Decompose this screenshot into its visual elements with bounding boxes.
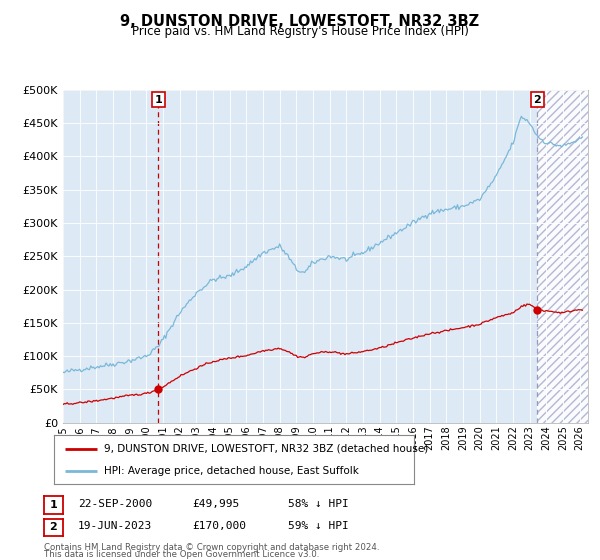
Text: 2: 2 — [50, 522, 57, 532]
Text: 9, DUNSTON DRIVE, LOWESTOFT, NR32 3BZ (detached house): 9, DUNSTON DRIVE, LOWESTOFT, NR32 3BZ (d… — [104, 444, 428, 454]
Text: 1: 1 — [50, 500, 57, 510]
Text: £49,995: £49,995 — [192, 499, 239, 509]
Text: 19-JUN-2023: 19-JUN-2023 — [78, 521, 152, 531]
Text: £170,000: £170,000 — [192, 521, 246, 531]
Text: Price paid vs. HM Land Registry's House Price Index (HPI): Price paid vs. HM Land Registry's House … — [131, 25, 469, 39]
Bar — [538, 90, 588, 423]
Text: 9, DUNSTON DRIVE, LOWESTOFT, NR32 3BZ: 9, DUNSTON DRIVE, LOWESTOFT, NR32 3BZ — [121, 14, 479, 29]
Text: 22-SEP-2000: 22-SEP-2000 — [78, 499, 152, 509]
Text: 59% ↓ HPI: 59% ↓ HPI — [288, 521, 349, 531]
Text: 2: 2 — [533, 95, 541, 105]
Text: 1: 1 — [155, 95, 163, 105]
Text: HPI: Average price, detached house, East Suffolk: HPI: Average price, detached house, East… — [104, 465, 359, 475]
Text: Contains HM Land Registry data © Crown copyright and database right 2024.: Contains HM Land Registry data © Crown c… — [44, 543, 379, 552]
Text: This data is licensed under the Open Government Licence v3.0.: This data is licensed under the Open Gov… — [44, 550, 319, 559]
Text: 58% ↓ HPI: 58% ↓ HPI — [288, 499, 349, 509]
